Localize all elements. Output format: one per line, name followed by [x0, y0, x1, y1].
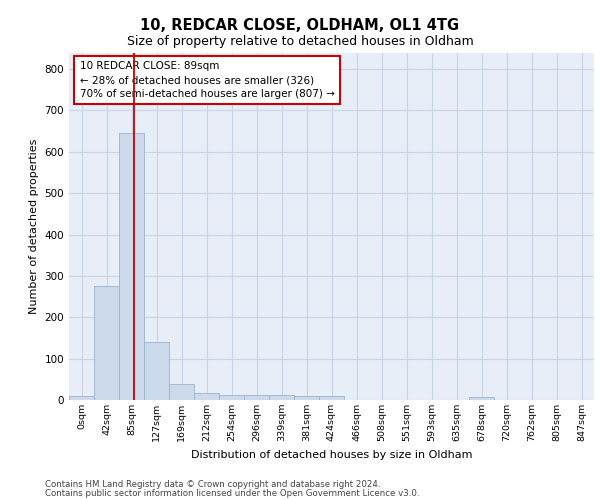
Bar [169, 384, 194, 400]
Bar [194, 392, 219, 400]
Bar [94, 286, 119, 400]
Text: Contains public sector information licensed under the Open Government Licence v3: Contains public sector information licen… [45, 488, 419, 498]
Bar [319, 396, 344, 400]
Bar [469, 396, 494, 400]
Text: Contains HM Land Registry data © Crown copyright and database right 2024.: Contains HM Land Registry data © Crown c… [45, 480, 380, 489]
Text: Size of property relative to detached houses in Oldham: Size of property relative to detached ho… [127, 35, 473, 48]
Bar [219, 394, 244, 400]
X-axis label: Distribution of detached houses by size in Oldham: Distribution of detached houses by size … [191, 450, 472, 460]
Bar [119, 133, 144, 400]
Text: 10 REDCAR CLOSE: 89sqm
← 28% of detached houses are smaller (326)
70% of semi-de: 10 REDCAR CLOSE: 89sqm ← 28% of detached… [79, 61, 334, 99]
Bar [69, 396, 94, 400]
Y-axis label: Number of detached properties: Number of detached properties [29, 138, 39, 314]
Bar [244, 395, 269, 400]
Bar [269, 395, 294, 400]
Bar [144, 342, 169, 400]
Text: 10, REDCAR CLOSE, OLDHAM, OL1 4TG: 10, REDCAR CLOSE, OLDHAM, OL1 4TG [140, 18, 460, 32]
Bar [294, 396, 319, 400]
